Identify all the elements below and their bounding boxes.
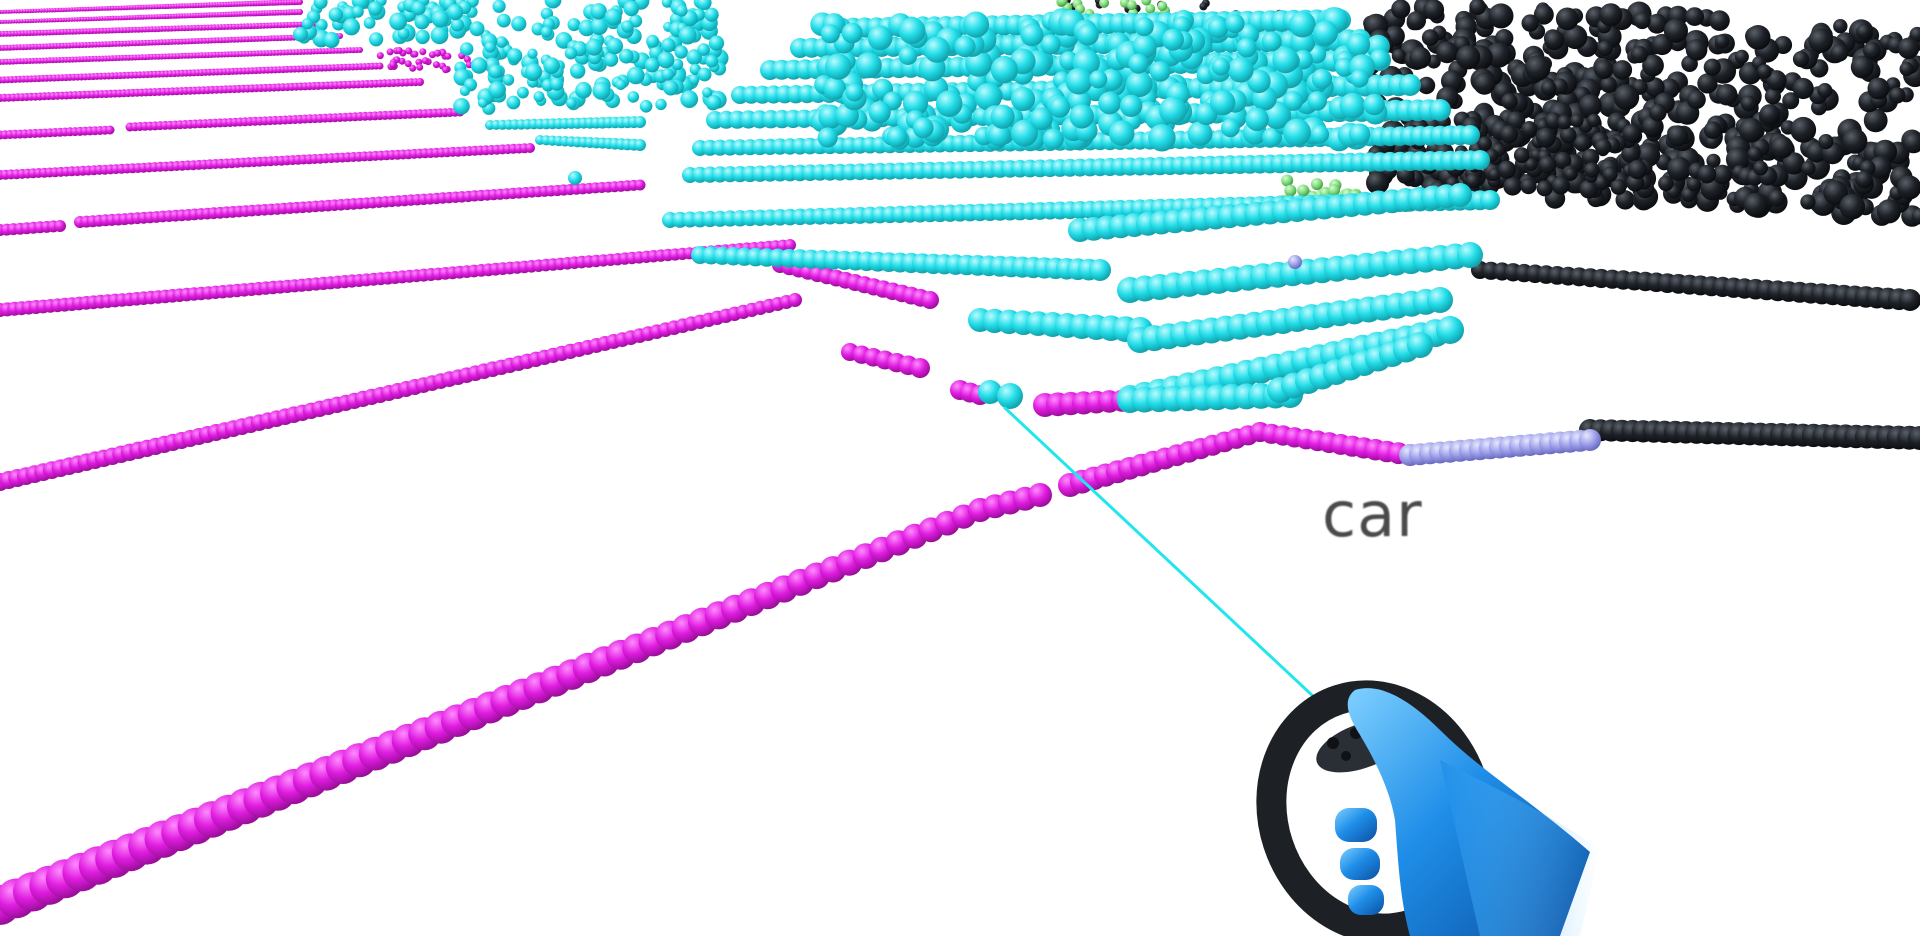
unlabeled-point-cloud[interactable] bbox=[1288, 255, 1601, 466]
laser-pointer-ray bbox=[1003, 406, 1332, 714]
building-point-cloud[interactable] bbox=[1062, 0, 1920, 450]
car-point-cloud[interactable] bbox=[293, 0, 1500, 413]
vr-controller-icon[interactable] bbox=[1242, 668, 1600, 936]
object-hover-label: car bbox=[1322, 478, 1423, 551]
vr-hand bbox=[1335, 688, 1600, 936]
road-marking-point-cloud[interactable] bbox=[0, 0, 1421, 925]
